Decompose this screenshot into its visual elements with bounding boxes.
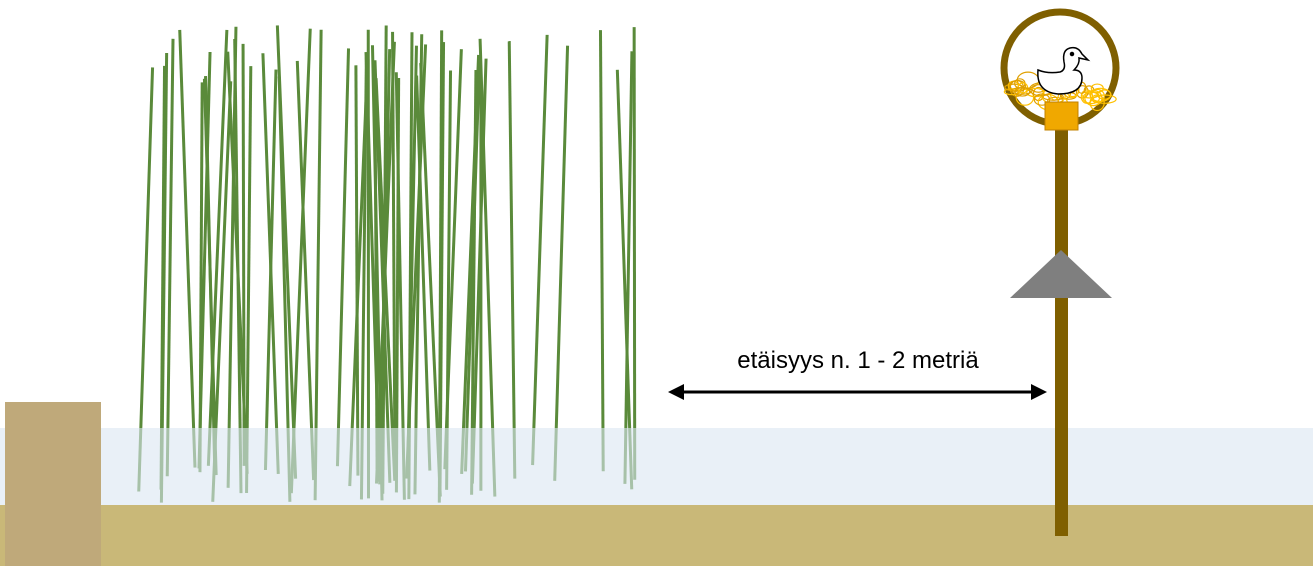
reed — [335, 48, 351, 467]
reed — [632, 27, 637, 480]
reed — [415, 75, 432, 471]
reed — [419, 63, 442, 497]
reed — [373, 79, 379, 469]
reed — [206, 29, 229, 466]
reed — [443, 49, 463, 470]
reed — [348, 83, 369, 487]
reed — [245, 66, 253, 494]
duck — [1037, 46, 1091, 95]
reed — [289, 28, 312, 494]
reed — [275, 25, 298, 479]
reed — [478, 38, 497, 497]
water — [0, 428, 1313, 506]
ground — [0, 505, 1313, 566]
reed — [413, 34, 424, 495]
predator-guard — [1010, 250, 1112, 298]
reed — [165, 38, 175, 477]
reed — [463, 65, 481, 472]
reed — [233, 38, 243, 494]
reed — [313, 29, 323, 501]
nest-strand — [1080, 89, 1094, 104]
reed — [263, 69, 278, 471]
reed — [159, 52, 169, 503]
reed — [598, 30, 605, 472]
reed — [197, 51, 212, 469]
reed — [241, 43, 246, 466]
reed — [204, 76, 217, 467]
arrow-head-left — [668, 384, 684, 400]
nest-strand — [1011, 86, 1033, 95]
reed — [394, 77, 401, 493]
reed — [623, 51, 634, 484]
reed — [437, 30, 444, 503]
nest-strand — [1008, 79, 1027, 93]
reed — [137, 67, 155, 492]
reed — [531, 34, 549, 466]
reed — [406, 45, 418, 474]
reed — [178, 29, 197, 468]
reed — [507, 41, 517, 479]
reed — [615, 69, 634, 490]
nest-box — [1044, 101, 1079, 131]
nest-strand — [1092, 94, 1117, 104]
reed — [553, 45, 570, 481]
pole — [1055, 128, 1068, 536]
reed — [378, 49, 392, 485]
arrow-head-right — [1031, 384, 1047, 400]
reeds — [137, 25, 637, 503]
reed — [470, 70, 478, 495]
distance-label: etäisyys n. 1 - 2 metriä — [737, 347, 979, 374]
bank — [5, 402, 101, 566]
reed — [295, 60, 316, 481]
reed — [354, 65, 360, 476]
